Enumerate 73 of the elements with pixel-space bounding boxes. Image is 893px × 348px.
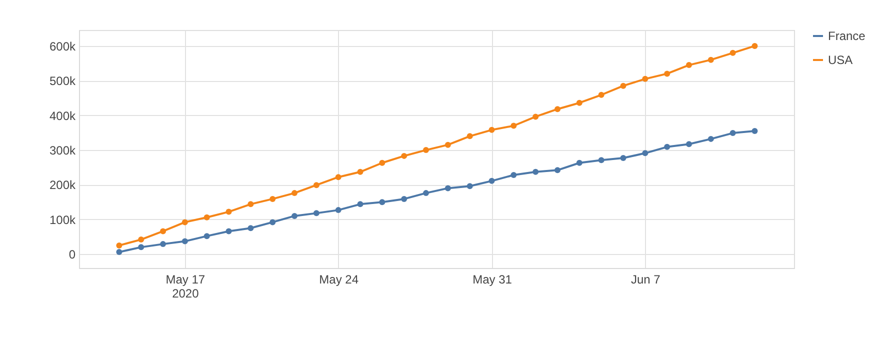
point — [708, 56, 714, 63]
y-tick-label: 300k — [49, 144, 76, 158]
point — [357, 201, 364, 208]
point — [182, 238, 188, 244]
point — [664, 144, 670, 150]
point — [292, 212, 298, 219]
point — [686, 141, 692, 148]
point — [532, 168, 539, 175]
x-tick-label: May 24 — [319, 272, 359, 286]
point — [379, 199, 386, 206]
point — [116, 249, 122, 256]
x-tick-label: Jun 7 — [630, 272, 661, 286]
point — [204, 233, 210, 240]
point — [510, 122, 517, 129]
y-tick-label: 600k — [49, 39, 76, 54]
point — [292, 190, 298, 196]
point — [313, 182, 320, 188]
point — [664, 70, 670, 77]
point — [270, 219, 276, 226]
point — [138, 244, 144, 250]
point — [401, 196, 408, 202]
point — [510, 172, 517, 178]
point — [466, 183, 473, 190]
point — [642, 76, 648, 82]
point — [444, 142, 451, 148]
y-tick-label: 200k — [49, 178, 76, 192]
point — [488, 178, 495, 184]
legend-label: France — [828, 29, 866, 43]
point — [335, 207, 342, 214]
point — [357, 168, 364, 175]
point — [226, 208, 232, 215]
point — [444, 185, 451, 192]
point — [752, 128, 758, 134]
y-tick-label: 400k — [49, 108, 76, 123]
y-tick-label: 0 — [68, 248, 76, 262]
point — [686, 62, 692, 68]
point — [138, 236, 144, 243]
y-tick-label: 500k — [49, 74, 76, 88]
point — [160, 228, 166, 234]
point — [576, 160, 582, 166]
point — [554, 167, 560, 174]
point — [313, 210, 320, 216]
point — [620, 155, 626, 162]
point — [488, 126, 495, 133]
point — [423, 147, 429, 154]
point — [204, 214, 210, 220]
point — [226, 228, 232, 234]
point — [379, 160, 386, 166]
point — [466, 133, 473, 140]
y-tick-label: 100k — [49, 212, 76, 227]
point — [270, 196, 276, 202]
point — [335, 174, 342, 180]
point — [554, 106, 560, 112]
point — [730, 130, 736, 136]
point — [248, 225, 254, 232]
point — [642, 150, 648, 156]
point — [730, 50, 736, 56]
point — [576, 100, 582, 106]
point — [620, 82, 626, 89]
x-tick-label: May 31 — [472, 272, 512, 286]
point — [708, 136, 714, 142]
legend-label: USA — [828, 53, 853, 67]
point — [116, 242, 122, 248]
point — [752, 42, 758, 49]
point — [248, 201, 254, 208]
x-tick-label: May 17 2020 — [166, 272, 206, 300]
point — [598, 157, 604, 164]
point — [182, 219, 188, 226]
point — [401, 152, 408, 159]
point — [598, 92, 604, 98]
point — [160, 241, 166, 248]
point — [532, 114, 539, 120]
point — [423, 190, 429, 196]
